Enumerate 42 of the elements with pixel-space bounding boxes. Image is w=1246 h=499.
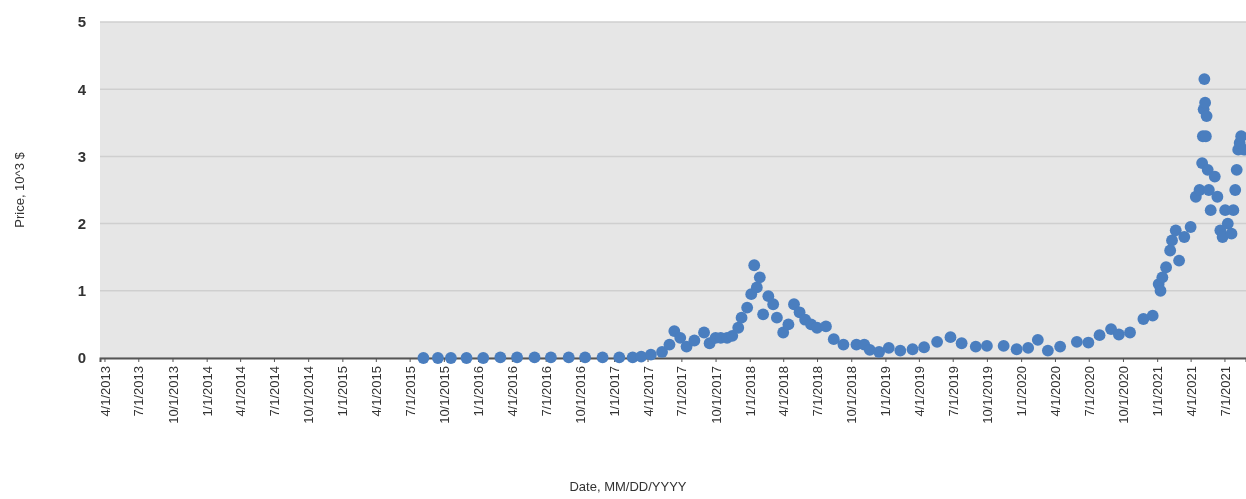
x-tick-label: 4/1/2021 bbox=[1183, 366, 1199, 417]
y-tick-label: 3 bbox=[77, 147, 86, 165]
x-tick-label: 7/1/2014 bbox=[267, 366, 283, 417]
x-tick-label: 4/1/2019 bbox=[911, 366, 927, 417]
x-tick-label: 4/1/2020 bbox=[1047, 366, 1063, 417]
y-tick-label: 0 bbox=[77, 349, 86, 367]
x-tick-label: 10/1/2016 bbox=[572, 366, 588, 424]
x-tick-label: 4/1/2017 bbox=[640, 366, 656, 417]
x-tick-label: 10/1/2017 bbox=[708, 366, 724, 424]
x-tick-label: 1/1/2021 bbox=[1150, 366, 1166, 417]
x-tick-label: 7/1/2018 bbox=[810, 366, 826, 417]
x-tick-label: 10/1/2018 bbox=[844, 366, 860, 424]
x-tick-label: 7/1/2017 bbox=[674, 366, 690, 417]
x-tick-label: 1/1/2014 bbox=[199, 366, 215, 417]
x-tick-label: 4/1/2014 bbox=[233, 366, 249, 417]
x-tick-label: 1/1/2016 bbox=[471, 366, 487, 417]
x-tick-label: 7/1/2021 bbox=[1217, 366, 1233, 417]
x-tick-label: 7/1/2015 bbox=[402, 366, 418, 417]
x-tick-label: 7/1/2019 bbox=[945, 366, 961, 417]
x-tick-label: 4/1/2016 bbox=[504, 366, 520, 417]
x-axis-title: Date, MM/DD/YYYY bbox=[569, 479, 687, 494]
y-tick-label: 1 bbox=[77, 282, 86, 300]
x-tick-label: 1/1/2018 bbox=[742, 366, 758, 417]
x-tick-label: 4/1/2018 bbox=[776, 366, 792, 417]
x-tick-label: 10/1/2013 bbox=[165, 366, 181, 424]
x-tick-label: 4/1/2013 bbox=[97, 366, 113, 417]
y-tick-label: 2 bbox=[77, 214, 86, 232]
x-tick-label: 1/1/2020 bbox=[1014, 366, 1030, 417]
x-tick-label: 7/1/2016 bbox=[538, 366, 554, 417]
x-tick-label: 10/1/2014 bbox=[301, 366, 317, 424]
x-tick-label: 1/1/2017 bbox=[607, 366, 623, 417]
y-axis-title: Price, 10^3 $ bbox=[12, 151, 27, 228]
x-tick-label: 4/1/2015 bbox=[368, 366, 384, 417]
y-tick-label: 4 bbox=[77, 80, 87, 98]
x-tick-label: 10/1/2015 bbox=[436, 366, 452, 424]
x-tick-label: 10/1/2020 bbox=[1116, 366, 1132, 424]
x-tick-label: 7/1/2020 bbox=[1081, 366, 1097, 417]
y-tick-label: 5 bbox=[77, 13, 86, 31]
x-tick-label: 10/1/2019 bbox=[979, 366, 995, 424]
x-tick-label: 7/1/2013 bbox=[131, 366, 147, 417]
x-tick-label: 1/1/2019 bbox=[878, 366, 894, 417]
x-tick-label: 1/1/2015 bbox=[335, 366, 351, 417]
